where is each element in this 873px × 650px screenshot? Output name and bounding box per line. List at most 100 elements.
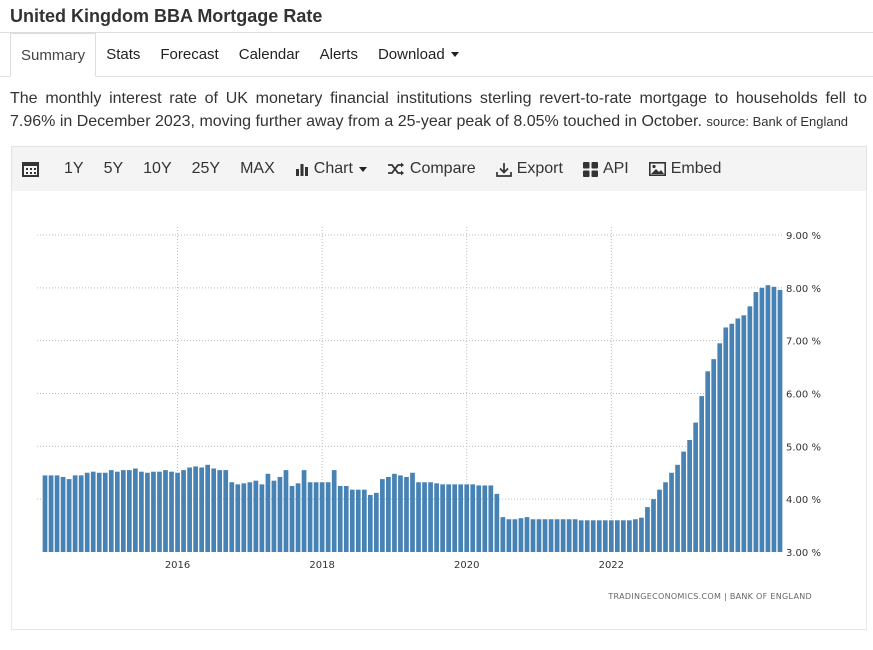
chart-bar[interactable] xyxy=(169,471,174,552)
chart-bar[interactable] xyxy=(120,470,126,552)
chart-bar[interactable] xyxy=(295,483,301,552)
chart-type-button[interactable]: Chart xyxy=(295,160,367,178)
chart-bar[interactable] xyxy=(398,475,403,552)
chart-bar[interactable] xyxy=(530,519,536,552)
chart-bar[interactable] xyxy=(247,482,253,552)
chart-bar[interactable] xyxy=(96,472,102,552)
chart-bar[interactable] xyxy=(524,517,530,552)
chart-bar[interactable] xyxy=(42,475,48,552)
chart-bar[interactable] xyxy=(627,520,632,552)
chart-bar[interactable] xyxy=(590,520,596,552)
chart-bar[interactable] xyxy=(211,468,217,552)
chart-bar[interactable] xyxy=(723,327,729,552)
chart-bar[interactable] xyxy=(380,479,385,552)
chart-bar[interactable] xyxy=(458,484,464,552)
chart-bar[interactable] xyxy=(633,519,638,552)
chart-bar[interactable] xyxy=(578,520,584,552)
chart-bar[interactable] xyxy=(102,472,108,552)
chart-bar[interactable] xyxy=(325,482,331,552)
range-10y-button[interactable]: 10Y xyxy=(143,160,172,177)
chart-bar[interactable] xyxy=(229,482,235,552)
chart-bar[interactable] xyxy=(422,482,427,552)
chart-bar[interactable] xyxy=(72,475,78,552)
chart-bar[interactable] xyxy=(518,518,524,552)
chart-bar[interactable] xyxy=(446,484,451,552)
chart-bar[interactable] xyxy=(54,475,60,552)
chart-bar[interactable] xyxy=(145,472,150,552)
chart-bar[interactable] xyxy=(355,489,361,552)
chart-bar[interactable] xyxy=(386,476,391,552)
tab-download[interactable]: Download xyxy=(368,33,469,76)
range-1y-button[interactable]: 1Y xyxy=(64,160,84,177)
chart-bar[interactable] xyxy=(416,482,421,552)
export-button[interactable]: Export xyxy=(495,160,563,178)
chart-bar[interactable] xyxy=(765,285,771,552)
chart-bar[interactable] xyxy=(699,396,705,552)
chart-bar[interactable] xyxy=(741,315,747,552)
date-picker-button[interactable] xyxy=(22,161,44,177)
chart-bar[interactable] xyxy=(187,467,192,552)
chart-bar[interactable] xyxy=(253,480,259,552)
tab-forecast[interactable]: Forecast xyxy=(150,33,228,76)
chart-bar[interactable] xyxy=(48,475,54,552)
chart-bar[interactable] xyxy=(735,318,741,552)
chart-bar[interactable] xyxy=(554,519,560,552)
chart-bar[interactable] xyxy=(596,520,602,552)
chart-bar[interactable] xyxy=(289,485,295,552)
chart-bar[interactable] xyxy=(108,470,114,552)
chart-bar[interactable] xyxy=(133,468,138,552)
chart-bar[interactable] xyxy=(199,467,204,552)
compare-button[interactable]: Compare xyxy=(387,160,476,178)
chart-bar[interactable] xyxy=(494,493,500,552)
tab-summary[interactable]: Summary xyxy=(10,33,97,77)
chart-bar[interactable] xyxy=(60,476,66,552)
chart-bar[interactable] xyxy=(651,499,656,552)
chart-bar[interactable] xyxy=(127,470,132,552)
chart-bar[interactable] xyxy=(542,519,548,552)
chart-bar[interactable] xyxy=(681,451,686,552)
chart-bar[interactable] xyxy=(84,472,90,552)
chart-bar[interactable] xyxy=(277,476,283,552)
chart-bar[interactable] xyxy=(241,483,247,552)
chart-bar[interactable] xyxy=(470,484,476,552)
chart-bar[interactable] xyxy=(271,480,277,552)
chart-bar[interactable] xyxy=(512,519,518,552)
chart-bar[interactable] xyxy=(645,507,650,552)
chart-bar[interactable] xyxy=(452,484,458,552)
chart-bar[interactable] xyxy=(488,485,494,552)
chart-bar[interactable] xyxy=(464,484,470,552)
chart-bar[interactable] xyxy=(663,482,668,552)
chart-bar[interactable] xyxy=(259,484,265,552)
chart-bar[interactable] xyxy=(777,289,783,552)
chart-bar[interactable] xyxy=(506,519,512,552)
chart-bar[interactable] xyxy=(711,359,717,552)
chart-bar[interactable] xyxy=(687,439,692,552)
chart-bar[interactable] xyxy=(759,287,765,552)
chart-bar[interactable] xyxy=(536,519,542,552)
chart-bar[interactable] xyxy=(482,485,488,552)
chart-bar[interactable] xyxy=(602,520,608,552)
chart-bar[interactable] xyxy=(621,520,626,552)
chart-bar[interactable] xyxy=(747,306,753,552)
chart-bar[interactable] xyxy=(566,519,572,552)
chart-bar[interactable] xyxy=(361,489,367,552)
chart-bar[interactable] xyxy=(337,485,343,552)
chart-bar[interactable] xyxy=(151,471,156,552)
chart-bar[interactable] xyxy=(614,520,620,552)
chart-bar[interactable] xyxy=(560,519,566,552)
chart-bar[interactable] xyxy=(428,482,433,552)
chart-bar[interactable] xyxy=(500,517,506,552)
range-5y-button[interactable]: 5Y xyxy=(103,160,124,177)
chart-bar[interactable] xyxy=(78,475,84,552)
chart-bar[interactable] xyxy=(584,520,590,552)
chart-bar[interactable] xyxy=(307,482,313,552)
chart-bar[interactable] xyxy=(265,473,271,552)
chart-bar[interactable] xyxy=(114,471,120,552)
chart-bar[interactable] xyxy=(66,479,72,552)
chart-bar[interactable] xyxy=(404,476,409,552)
chart-bar[interactable] xyxy=(193,466,198,552)
chart-bar[interactable] xyxy=(440,484,445,552)
chart-bar[interactable] xyxy=(319,482,325,552)
chart-bar[interactable] xyxy=(175,472,180,552)
range-max-button[interactable]: MAX xyxy=(240,160,275,177)
